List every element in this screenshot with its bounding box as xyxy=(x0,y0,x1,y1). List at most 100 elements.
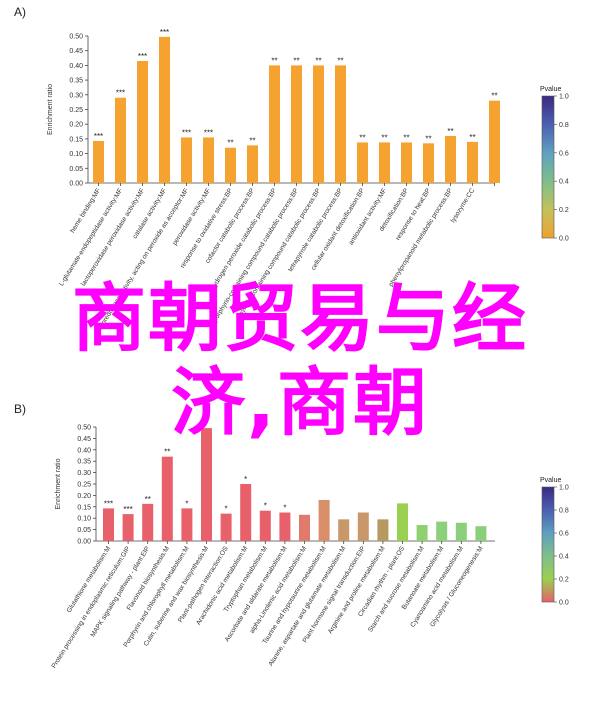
y-tick-label: 0.00 xyxy=(69,181,83,188)
y-tick-label: 0.40 xyxy=(69,63,83,70)
bar xyxy=(397,503,408,541)
y-tick-label: 0.15 xyxy=(77,504,91,511)
significance-label: *** xyxy=(94,132,103,141)
colorbar-tick-label: 0.4 xyxy=(559,554,569,561)
significance-label: ** xyxy=(164,448,170,457)
y-tick-label: 0.30 xyxy=(69,92,83,99)
significance-label: * xyxy=(185,499,188,508)
y-axis-title: Enrichment ratio xyxy=(55,458,62,509)
bar xyxy=(181,508,193,541)
bar xyxy=(475,526,487,541)
bar xyxy=(279,512,291,541)
bar xyxy=(225,147,236,183)
bar xyxy=(203,137,214,183)
y-tick-label: 0.50 xyxy=(77,425,91,432)
significance-label: ** xyxy=(271,56,277,65)
panel-label: A) xyxy=(14,5,26,19)
significance-label: ** xyxy=(381,133,387,142)
bar xyxy=(445,135,456,183)
y-tick-label: 0.05 xyxy=(77,527,91,534)
significance-label: *** xyxy=(123,505,132,514)
colorbar-tick-label: 0.0 xyxy=(559,236,569,243)
bar xyxy=(299,514,310,541)
bar xyxy=(159,36,170,183)
colorbar-title: Pvalue xyxy=(540,477,562,484)
y-tick-label: 0.15 xyxy=(69,136,83,143)
bar xyxy=(161,456,173,541)
y-tick-label: 0.30 xyxy=(77,470,91,477)
significance-label: ** xyxy=(469,133,475,142)
bar xyxy=(489,100,500,183)
bar xyxy=(201,428,212,541)
bar xyxy=(401,142,412,183)
overlay-title-line2: 济,商朝 xyxy=(170,360,430,446)
significance-label: * xyxy=(264,502,267,511)
y-tick-label: 0.35 xyxy=(77,459,91,466)
significance-label: *** xyxy=(160,28,169,37)
colorbar-tick-label: 0.6 xyxy=(559,531,569,538)
bar xyxy=(313,65,324,183)
y-tick-label: 0.10 xyxy=(69,151,83,158)
y-axis-title: Enrichment ratio xyxy=(47,84,54,135)
significance-label: * xyxy=(225,505,228,514)
bar xyxy=(357,512,369,541)
significance-label: ** xyxy=(293,56,299,65)
significance-label: *** xyxy=(182,128,191,137)
significance-label: ** xyxy=(337,56,343,65)
significance-label: ** xyxy=(447,127,453,136)
significance-label: * xyxy=(205,419,208,428)
significance-label: ** xyxy=(315,56,321,65)
significance-label: ** xyxy=(227,139,233,148)
colorbar-tick-label: 0.2 xyxy=(559,207,569,214)
colorbar-tick-label: 0.0 xyxy=(559,600,569,607)
significance-label: ** xyxy=(491,92,497,101)
significance-label: * xyxy=(283,504,286,513)
y-tick-label: 0.20 xyxy=(69,122,83,129)
colorbar-tick-label: 0.8 xyxy=(559,122,569,129)
bar xyxy=(291,65,302,183)
bar xyxy=(220,513,232,541)
y-tick-label: 0.35 xyxy=(69,78,83,85)
y-tick-label: 0.00 xyxy=(77,539,91,546)
colorbar-title: Pvalue xyxy=(540,86,562,93)
bar xyxy=(436,521,448,541)
y-tick-label: 0.20 xyxy=(77,493,91,500)
bar xyxy=(247,145,258,183)
panel-label: B) xyxy=(14,402,26,416)
bar xyxy=(416,525,428,541)
bar xyxy=(338,519,350,541)
bar xyxy=(103,508,114,541)
bar xyxy=(142,503,154,541)
significance-label: *** xyxy=(116,89,125,98)
overlay-title-line1: 商朝贸易与经 xyxy=(72,276,528,362)
y-tick-label: 0.40 xyxy=(77,447,91,454)
colorbar-tick-label: 0.2 xyxy=(559,577,569,584)
significance-label: ** xyxy=(425,134,431,143)
bar xyxy=(122,514,134,541)
y-tick-label: 0.50 xyxy=(69,34,83,41)
bar xyxy=(357,142,368,183)
bar xyxy=(377,519,389,541)
bar xyxy=(115,97,126,183)
bar xyxy=(455,522,467,541)
significance-label: ** xyxy=(403,133,409,142)
y-tick-label: 0.10 xyxy=(77,516,91,523)
colorbar-tick-label: 0.4 xyxy=(559,179,569,186)
y-tick-label: 0.45 xyxy=(69,48,83,55)
significance-label: ** xyxy=(359,133,365,142)
bar xyxy=(467,141,478,183)
colorbar-tick-label: 0.6 xyxy=(559,150,569,157)
bar xyxy=(181,137,192,183)
colorbar-tick-label: 1.0 xyxy=(559,485,569,492)
bar xyxy=(335,65,346,183)
significance-label: *** xyxy=(204,128,213,137)
significance-label: *** xyxy=(104,499,113,508)
y-tick-label: 0.25 xyxy=(77,482,91,489)
colorbar-tick-label: 0.8 xyxy=(559,508,569,515)
y-tick-label: 0.45 xyxy=(77,436,91,443)
significance-label: ** xyxy=(249,136,255,145)
bar xyxy=(269,65,280,183)
bar xyxy=(423,143,434,183)
x-tick-label: lysozyme:CC xyxy=(450,187,477,224)
